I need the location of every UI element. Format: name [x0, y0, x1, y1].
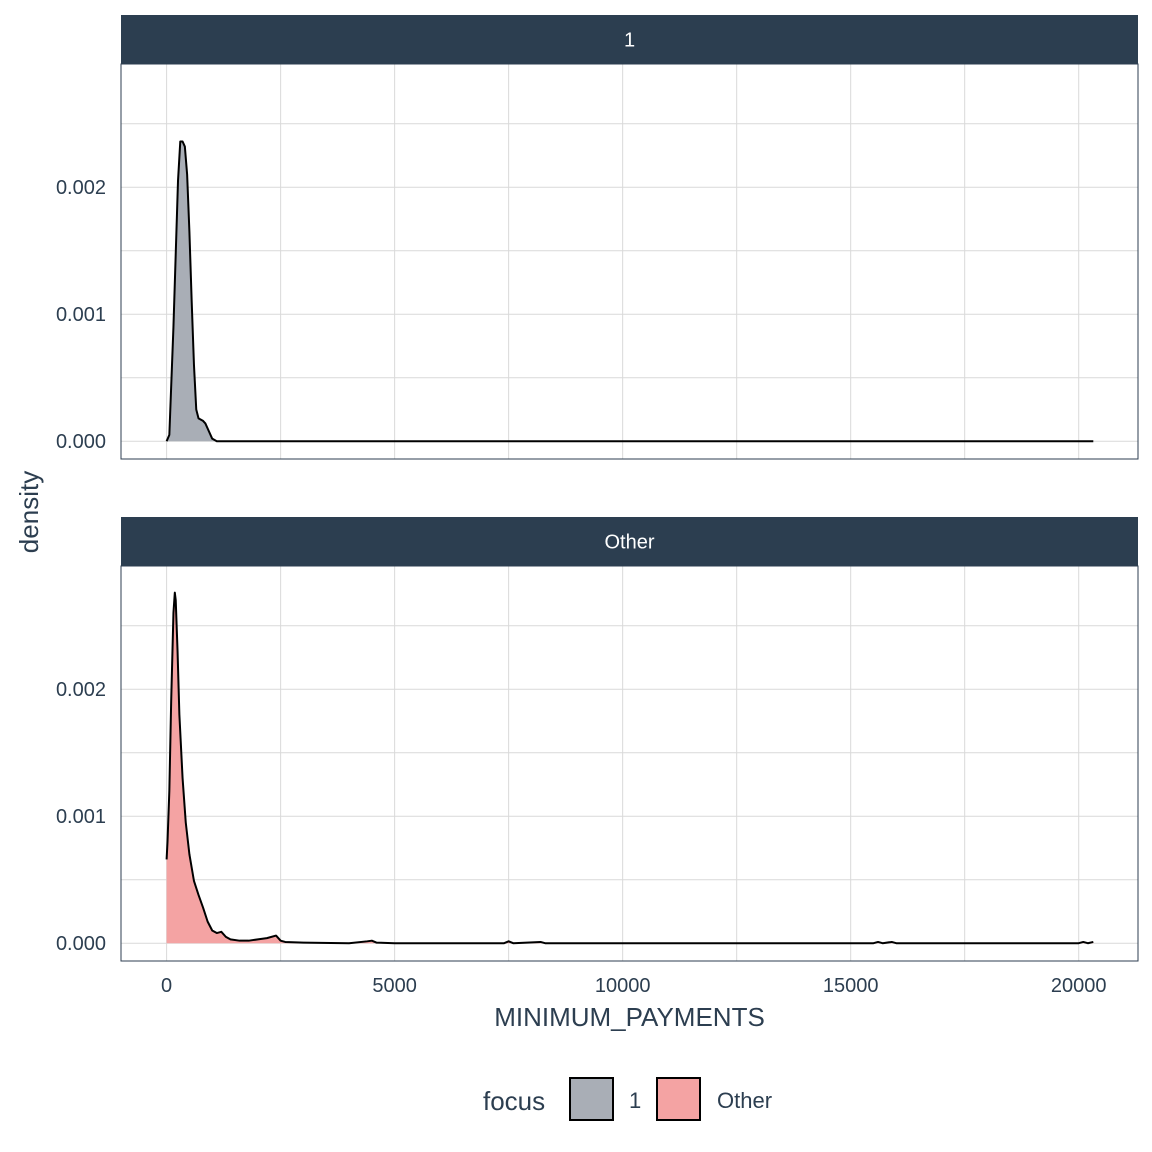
- y-tick-label: 0.002: [56, 679, 106, 701]
- legend-key-1: [569, 1077, 614, 1121]
- facet-strip-label: 1: [624, 30, 635, 52]
- panel-background: [121, 64, 1138, 459]
- y-tick-label: 0.002: [56, 177, 106, 199]
- panel-border: [120, 63, 1139, 460]
- legend-label: 1: [629, 1088, 641, 1113]
- panel-border: [120, 565, 1139, 962]
- x-tick-label: 15000: [823, 975, 879, 997]
- y-axis-title: density: [14, 471, 44, 553]
- y-tick-label: 0.000: [56, 933, 106, 955]
- density-line: [165, 140, 1094, 443]
- density-line: [165, 591, 1094, 945]
- y-tick-label: 0.001: [56, 304, 106, 326]
- x-tick-label: 0: [161, 975, 172, 997]
- legend: focus 1 Other: [483, 1077, 772, 1121]
- x-tick-label: 20000: [1051, 975, 1107, 997]
- x-axis-title: MINIMUM_PAYMENTS: [494, 1002, 765, 1032]
- y-tick-label: 0.001: [56, 806, 106, 828]
- facet-panel-2: Other 0.000 0.001 0.002: [56, 517, 1139, 962]
- legend-key-2: [656, 1077, 701, 1121]
- panel-background: [121, 566, 1138, 961]
- legend-label: Other: [717, 1088, 772, 1113]
- facet-strip-label: Other: [604, 532, 654, 554]
- x-tick-label: 5000: [372, 975, 417, 997]
- facet-strip: [121, 517, 1138, 566]
- facet-panel-1: 1 0.000 0.001 0.002: [56, 15, 1139, 460]
- y-tick-label: 0.000: [56, 431, 106, 453]
- x-tick-label: 10000: [595, 975, 651, 997]
- facet-strip: [121, 15, 1138, 64]
- legend-title: focus: [483, 1086, 545, 1116]
